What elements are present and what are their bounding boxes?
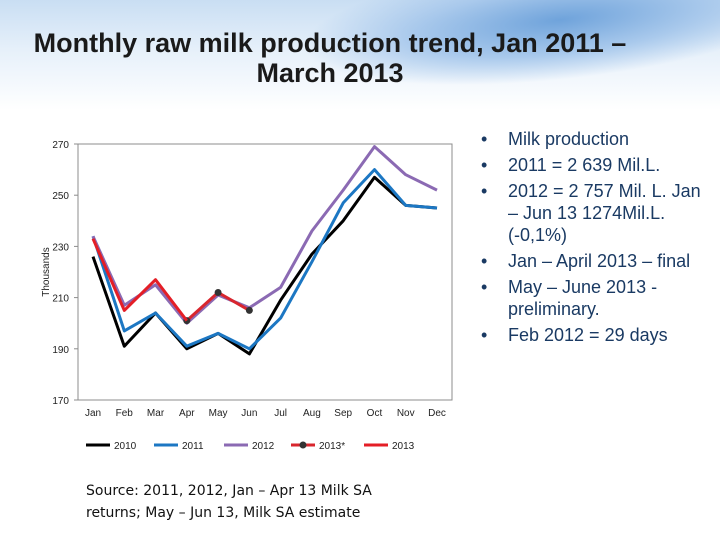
bullet-dot-icon: •	[481, 277, 488, 297]
bullet-dot-icon: •	[481, 181, 488, 201]
y-tick-label: 190	[52, 345, 69, 356]
legend-label: 2011	[182, 441, 204, 452]
summary-bullet: • Jan – April 2013 – final	[475, 250, 715, 272]
y-tick-label: 270	[52, 140, 69, 151]
x-tick-label: Sep	[334, 408, 352, 419]
summary-bullet-list: • Milk production • 2011 = 2 639 Mil.L. • 201…	[475, 128, 715, 350]
bullet-text: 2011 = 2 639 Mil.L.	[508, 155, 661, 175]
series-line-2013	[91, 238, 188, 322]
x-tick-label: Feb	[116, 408, 134, 419]
bullet-text: Jan – April 2013 – final	[508, 251, 691, 271]
bullet-dot-icon: •	[481, 129, 488, 149]
series-line-2010	[91, 175, 438, 356]
x-tick-label: Jun	[241, 408, 257, 419]
x-tick-label: Jul	[274, 408, 287, 419]
bullet-dot-icon: •	[481, 251, 488, 271]
bullet-text: Feb 2012 = 29 days	[508, 325, 668, 345]
summary-bullet: • May – June 2013 - preliminary.	[475, 276, 715, 320]
summary-bullet: • Feb 2012 = 29 days	[475, 324, 715, 346]
slide-title: Monthly raw milk production trend, Jan 2…	[33, 28, 627, 88]
bullet-dot-icon: •	[481, 155, 488, 175]
y-tick-label: 170	[52, 396, 69, 407]
source-note: Source: 2011, 2012, Jan – Apr 13 Milk SA…	[86, 483, 372, 521]
summary-bullet: • 2011 = 2 639 Mil.L.	[475, 154, 715, 176]
series-point-2013-star	[214, 288, 222, 296]
x-tick-label: Dec	[428, 408, 446, 419]
series-line-2012	[91, 145, 438, 325]
legend-swatch-marker	[299, 441, 307, 449]
bullet-dot-icon: •	[481, 325, 488, 345]
summary-bullet: • Milk production	[475, 128, 715, 150]
legend-label: 2010	[114, 441, 137, 452]
y-axis-label: Thousands	[41, 247, 52, 296]
legend-label: 2013	[392, 441, 415, 452]
milk-production-chart: 270 250 230 210 190 170 Thousands Jan Feb Mar Apr M…	[41, 140, 453, 452]
plot-area-frame	[77, 143, 453, 401]
x-tick-label: May	[209, 408, 228, 419]
y-tick-label: 250	[52, 191, 69, 202]
x-tick-label: Aug	[303, 408, 321, 419]
x-tick-label: Oct	[367, 408, 383, 419]
y-tick-label: 210	[52, 294, 69, 305]
series-line-2011	[91, 168, 438, 351]
bullet-text: Milk production	[508, 129, 630, 149]
bullet-text: 2012 = 2 757 Mil. L. Jan – Jun 13 1274Mi…	[508, 181, 701, 245]
summary-bullet: • 2012 = 2 757 Mil. L. Jan – Jun 13 1274M…	[475, 180, 715, 246]
x-tick-label: Jan	[85, 408, 101, 419]
legend-label: 2012	[252, 441, 275, 452]
bullet-text: May – June 2013 - preliminary.	[508, 277, 658, 319]
legend-label: 2013*	[319, 441, 345, 452]
x-tick-label: Apr	[179, 408, 195, 419]
y-tick-label: 230	[52, 242, 69, 253]
x-tick-label: Nov	[397, 408, 415, 419]
x-tick-label: Mar	[147, 408, 165, 419]
series-point-2013-star	[245, 306, 253, 314]
